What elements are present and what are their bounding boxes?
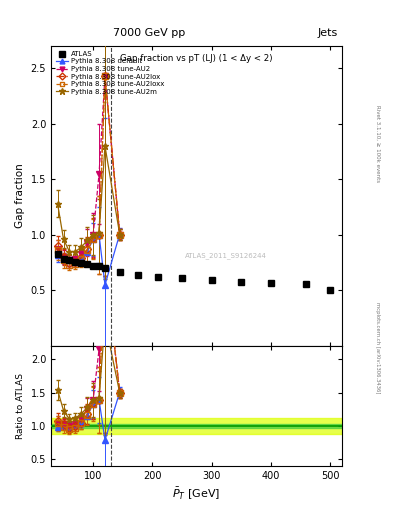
Y-axis label: Ratio to ATLAS: Ratio to ATLAS bbox=[16, 373, 25, 439]
Bar bbox=[51, 418, 342, 434]
Text: Gap fraction vs pT (LJ) (1 < Δy < 2): Gap fraction vs pT (LJ) (1 < Δy < 2) bbox=[120, 54, 273, 62]
Y-axis label: Gap fraction: Gap fraction bbox=[15, 164, 25, 228]
Text: ATLAS_2011_S9126244: ATLAS_2011_S9126244 bbox=[185, 252, 266, 260]
Bar bbox=[51, 424, 342, 428]
X-axis label: $\bar{P}_T$ [GeV]: $\bar{P}_T$ [GeV] bbox=[173, 486, 220, 502]
Legend: ATLAS, Pythia 8.308 default, Pythia 8.308 tune-AU2, Pythia 8.308 tune-AU2lox, Py: ATLAS, Pythia 8.308 default, Pythia 8.30… bbox=[54, 49, 166, 97]
Text: Rivet 3.1.10, ≥ 100k events: Rivet 3.1.10, ≥ 100k events bbox=[375, 105, 380, 182]
Text: 7000 GeV pp: 7000 GeV pp bbox=[113, 28, 185, 38]
Text: Jets: Jets bbox=[318, 28, 338, 38]
Text: mcplots.cern.ch [arXiv:1306.3436]: mcplots.cern.ch [arXiv:1306.3436] bbox=[375, 303, 380, 394]
